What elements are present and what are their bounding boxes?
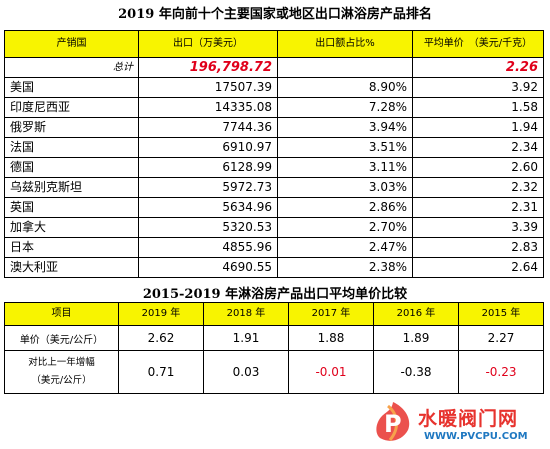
share-cell: 2.47% — [277, 237, 413, 258]
price-header-item: 项目 — [4, 302, 119, 326]
export-cell: 5972.73 — [138, 177, 278, 198]
price-cell: 3.92 — [412, 77, 544, 98]
price-header-year: 2017 年 — [288, 302, 374, 326]
ranking-row: 澳大利亚 4690.55 2.38% 2.64 — [4, 257, 544, 278]
export-cell: 5320.53 — [138, 217, 278, 238]
price-header-year: 2016 年 — [373, 302, 459, 326]
export-cell: 6910.97 — [138, 137, 278, 158]
watermark-url: WWW.PVCPU.COM — [424, 431, 528, 442]
price-header-year: 2015 年 — [458, 302, 544, 326]
unit-price-label: 单价（美元/公斤） — [4, 325, 119, 351]
ranking-title: 2019 年向前十个主要国家或地区出口淋浴房产品排名 — [118, 7, 432, 22]
price-cell: 2.32 — [412, 177, 544, 198]
share-cell: 2.38% — [277, 257, 413, 278]
country-cell: 法国 — [4, 137, 139, 158]
country-cell: 俄罗斯 — [4, 117, 139, 138]
ranking-table: 产销国 出口（万美元） 出口额占比% 平均单价 （美元/千克） 总计 196,7… — [4, 30, 544, 278]
header-country: 产销国 — [4, 30, 139, 58]
country-cell: 英国 — [4, 197, 139, 218]
ranking-header-row: 产销国 出口（万美元） 出口额占比% 平均单价 （美元/千克） — [4, 30, 544, 58]
price-cell: 3.39 — [412, 217, 544, 238]
country-cell: 印度尼西亚 — [4, 97, 139, 118]
price-header-row: 项目 2019 年 2018 年 2017 年 2016 年 2015 年 — [4, 302, 544, 326]
ranking-total-row: 总计 196,798.72 2.26 — [4, 57, 544, 78]
share-cell: 3.11% — [277, 157, 413, 178]
logo-mark-icon: P — [376, 402, 410, 441]
ranking-row: 俄罗斯 7744.36 3.94% 1.94 — [4, 117, 544, 138]
change-cell: -0.23 — [458, 350, 544, 394]
change-cell: -0.38 — [373, 350, 459, 394]
price-cell: 2.31 — [412, 197, 544, 218]
ranking-row: 法国 6910.97 3.51% 2.34 — [4, 137, 544, 158]
share-cell: 3.03% — [277, 177, 413, 198]
change-cell: 0.03 — [203, 350, 289, 394]
total-share — [277, 57, 413, 78]
export-cell: 4690.55 — [138, 257, 278, 278]
export-cell: 5634.96 — [138, 197, 278, 218]
total-export: 196,798.72 — [138, 57, 278, 78]
ranking-row: 日本 4855.96 2.47% 2.83 — [4, 237, 544, 258]
ranking-row: 美国 17507.39 8.90% 3.92 — [4, 77, 544, 98]
country-cell: 乌兹别克斯坦 — [4, 177, 139, 198]
ranking-row: 德国 6128.99 3.11% 2.60 — [4, 157, 544, 178]
price-cell: 2.60 — [412, 157, 544, 178]
unit-price-row: 单价（美元/公斤） 2.62 1.91 1.88 1.89 2.27 — [4, 325, 544, 351]
country-cell: 日本 — [4, 237, 139, 258]
header-price: 平均单价 （美元/千克） — [412, 30, 544, 58]
watermark-logo: P 水暖阀门网 WWW.PVCPU.COM — [372, 400, 548, 448]
total-price: 2.26 — [412, 57, 544, 78]
price-compare-title: 2015-2019 年淋浴房产品出口平均单价比较 — [142, 287, 408, 302]
change-label-line1: 对比上一年增幅 — [28, 357, 95, 368]
price-cell: 1.58 — [412, 97, 544, 118]
price-header-year: 2018 年 — [203, 302, 289, 326]
share-cell: 8.90% — [277, 77, 413, 98]
unit-price-cell: 1.88 — [288, 325, 374, 351]
change-row: 对比上一年增幅 （美元/公斤） 0.71 0.03 -0.01 -0.38 -0… — [4, 350, 544, 394]
export-cell: 7744.36 — [138, 117, 278, 138]
share-cell: 3.51% — [277, 137, 413, 158]
country-cell: 美国 — [4, 77, 139, 98]
export-cell: 6128.99 — [138, 157, 278, 178]
price-cell: 2.34 — [412, 137, 544, 158]
price-cell: 1.94 — [412, 117, 544, 138]
header-export: 出口（万美元） — [138, 30, 278, 58]
price-cell: 2.83 — [412, 237, 544, 258]
ranking-row: 印度尼西亚 14335.08 7.28% 1.58 — [4, 97, 544, 118]
unit-price-cell: 1.91 — [203, 325, 289, 351]
watermark-brand: 水暖阀门网 — [418, 408, 519, 430]
change-cell: -0.01 — [288, 350, 374, 394]
header-share: 出口额占比% — [277, 30, 413, 58]
share-cell: 2.70% — [277, 217, 413, 238]
ranking-row: 乌兹别克斯坦 5972.73 3.03% 2.32 — [4, 177, 544, 198]
change-label-line2: （美元/公斤） — [31, 375, 92, 386]
price-cell: 2.64 — [412, 257, 544, 278]
unit-price-cell: 2.62 — [118, 325, 204, 351]
share-cell: 2.86% — [277, 197, 413, 218]
unit-price-cell: 1.89 — [373, 325, 459, 351]
export-cell: 17507.39 — [138, 77, 278, 98]
export-cell: 14335.08 — [138, 97, 278, 118]
change-label: 对比上一年增幅 （美元/公斤） — [4, 350, 119, 394]
price-compare-table: 项目 2019 年 2018 年 2017 年 2016 年 2015 年 单价… — [4, 302, 544, 394]
unit-price-cell: 2.27 — [458, 325, 544, 351]
price-header-year: 2019 年 — [118, 302, 204, 326]
share-cell: 7.28% — [277, 97, 413, 118]
ranking-row: 英国 5634.96 2.86% 2.31 — [4, 197, 544, 218]
share-cell: 3.94% — [277, 117, 413, 138]
ranking-row: 加拿大 5320.53 2.70% 3.39 — [4, 217, 544, 238]
change-cell: 0.71 — [118, 350, 204, 394]
total-label: 总计 — [4, 57, 139, 78]
country-cell: 澳大利亚 — [4, 257, 139, 278]
country-cell: 加拿大 — [4, 217, 139, 238]
logo-letter: P — [384, 410, 402, 438]
export-cell: 4855.96 — [138, 237, 278, 258]
country-cell: 德国 — [4, 157, 139, 178]
